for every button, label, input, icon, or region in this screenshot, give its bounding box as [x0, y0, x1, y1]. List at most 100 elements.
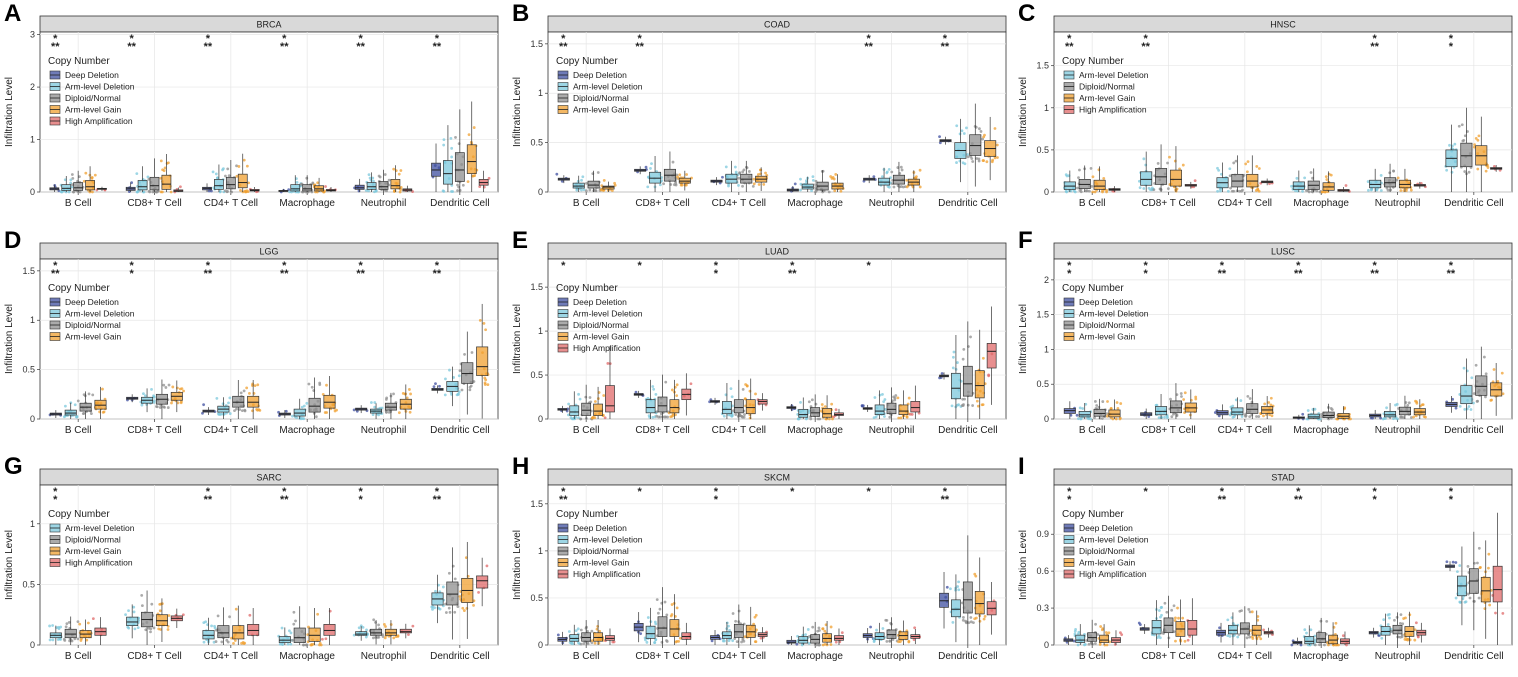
box	[581, 402, 592, 416]
data-point	[1301, 412, 1305, 416]
data-point	[731, 639, 735, 643]
data-point	[1107, 631, 1111, 635]
data-point	[634, 390, 638, 394]
data-point	[182, 389, 185, 393]
panel-letter: G	[4, 453, 23, 480]
data-point	[408, 388, 411, 391]
data-point	[430, 605, 434, 609]
data-point	[392, 636, 396, 640]
significance-mark: *	[714, 494, 719, 506]
data-point	[1091, 190, 1095, 194]
x-tick-label: Macrophage	[1293, 198, 1349, 209]
data-point	[1248, 397, 1252, 400]
data-point	[1183, 391, 1187, 395]
data-point	[793, 182, 797, 186]
box	[593, 403, 603, 416]
data-point	[225, 638, 229, 642]
data-point	[1100, 417, 1104, 420]
data-point	[456, 189, 459, 192]
data-point	[1457, 124, 1461, 128]
data-point	[1461, 139, 1465, 143]
data-point	[89, 412, 93, 416]
data-point	[1174, 616, 1177, 620]
box	[308, 397, 321, 413]
x-tick-label: B Cell	[65, 198, 92, 209]
data-point	[976, 404, 980, 408]
data-point	[318, 643, 321, 647]
data-point	[1388, 616, 1391, 620]
significance-mark: *	[1143, 486, 1148, 498]
data-point	[300, 405, 304, 409]
data-point	[62, 637, 66, 641]
y-axis-label: Infiltration Level	[512, 304, 523, 374]
data-point	[101, 410, 105, 414]
data-point	[891, 638, 895, 641]
panel-letter: A	[4, 0, 22, 27]
significance-mark: *	[637, 33, 642, 45]
data-point	[734, 170, 738, 174]
data-point	[662, 182, 666, 186]
data-point	[993, 156, 997, 160]
data-point	[1313, 643, 1317, 647]
data-point	[103, 397, 107, 401]
data-point	[213, 626, 217, 630]
data-point	[907, 639, 911, 643]
data-point	[84, 171, 88, 175]
data-point	[48, 624, 51, 628]
significance-mark: *	[637, 486, 642, 498]
data-point	[1231, 404, 1235, 408]
data-point	[860, 404, 864, 408]
data-point	[971, 160, 975, 163]
data-point	[1334, 621, 1338, 625]
facet-title: STAD	[1271, 473, 1295, 483]
box	[569, 405, 580, 416]
data-point	[53, 183, 57, 187]
data-point	[590, 416, 594, 420]
y-tick-label: 1	[538, 546, 543, 556]
box	[1093, 179, 1106, 190]
data-point	[457, 374, 461, 378]
data-point	[76, 620, 80, 624]
data-point	[1445, 560, 1449, 564]
data-point	[1463, 134, 1467, 138]
significance-mark: **	[51, 41, 60, 53]
significance-mark: *	[790, 486, 795, 498]
legend-label: Arm-level Gain	[573, 332, 629, 342]
y-axis-label: Infiltration Level	[4, 304, 15, 374]
data-point	[1256, 615, 1260, 618]
data-point	[733, 165, 737, 169]
data-point	[1100, 628, 1104, 632]
box	[370, 628, 383, 636]
legend-title: Copy Number	[1062, 509, 1124, 520]
data-point	[1295, 176, 1299, 180]
data-point	[1101, 400, 1105, 403]
significance-mark: *	[1067, 268, 1072, 280]
data-point	[883, 415, 886, 418]
box	[355, 631, 368, 636]
data-point	[305, 401, 309, 405]
box	[323, 624, 336, 636]
data-point	[78, 622, 82, 626]
data-point	[1296, 189, 1300, 193]
data-point	[1102, 177, 1106, 180]
data-point	[1226, 634, 1230, 638]
data-point	[159, 159, 163, 163]
data-point	[245, 164, 249, 168]
data-point	[1165, 415, 1169, 418]
data-point	[721, 175, 724, 179]
significance-mark: *	[1296, 260, 1301, 272]
legend-label: Arm-level Gain	[1079, 332, 1135, 342]
data-point	[579, 417, 583, 421]
data-point	[823, 405, 827, 409]
y-tick-label: 0.9	[1036, 529, 1049, 539]
data-point	[398, 190, 402, 194]
y-axis-label: Infiltration Level	[1018, 304, 1029, 374]
data-point	[295, 180, 299, 184]
box	[1187, 620, 1198, 636]
y-tick-label: 2	[1044, 275, 1049, 285]
data-point	[457, 185, 461, 189]
data-point	[1463, 407, 1467, 411]
data-point	[228, 615, 231, 619]
data-point	[1076, 417, 1080, 421]
